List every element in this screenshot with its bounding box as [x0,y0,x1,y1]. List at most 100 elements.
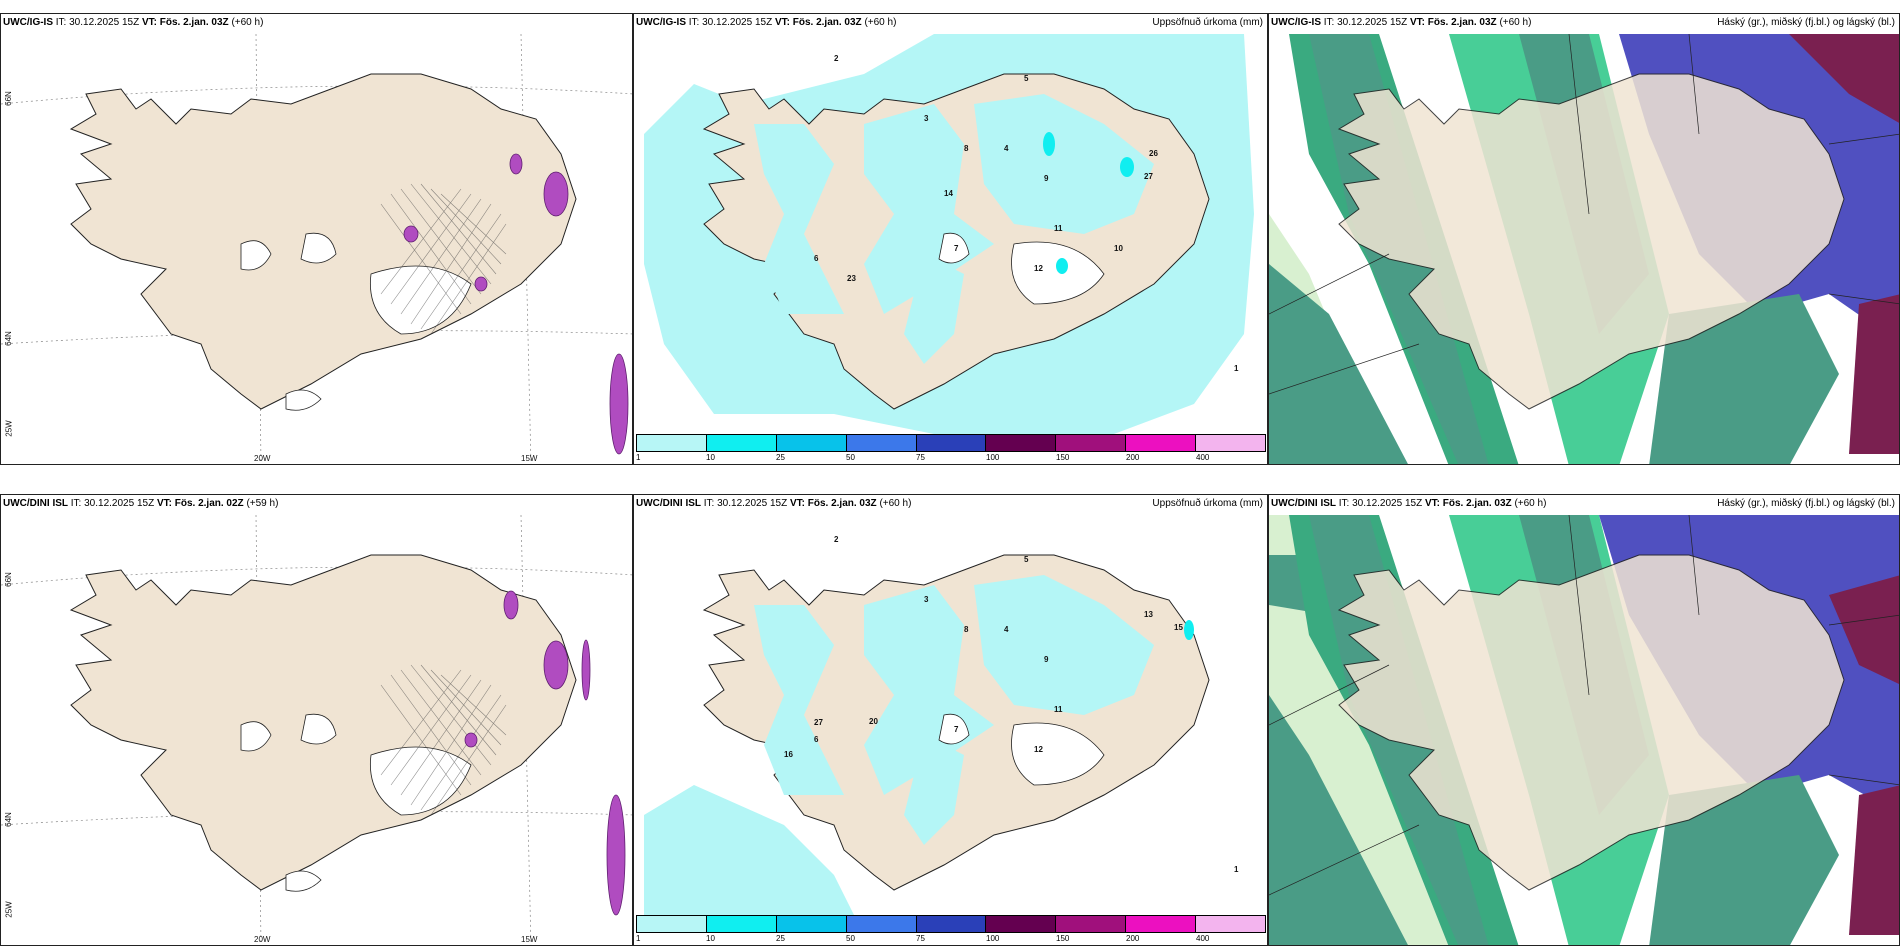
lat-label: 64N [3,331,13,346]
precip-value: 27 [814,718,823,727]
panel-subtitle: Uppsöfnuð úrkoma (mm) [1152,17,1263,28]
lon-label: 20W [254,935,271,944]
colorbar-label: 400 [1196,934,1210,943]
panel-subtitle: Háský (gr.), miðský (fj.bl.) og lágský (… [1717,17,1895,28]
lat-label: 66N [3,91,13,106]
precip-value: 11 [1054,224,1063,233]
lat-label: 64N [3,812,13,827]
colorbar-swatch [1196,435,1266,451]
precip-value: 5 [1024,555,1029,564]
colorbar-swatch [916,435,987,451]
lon-label: 15W [521,935,538,944]
precip-map [644,34,1254,444]
precip-value: 2 [834,535,839,544]
colorbar [636,434,1266,452]
lat-label: 25W [4,420,14,437]
wind-map [1,33,632,464]
precip-value: 4 [1004,144,1009,153]
wind-map [1,514,632,945]
colorbar-swatch [1126,916,1197,932]
precip-value: 15 [1174,623,1183,632]
precip-value: 8 [964,144,969,153]
iceland-land [1337,73,1845,410]
cloud-map [1269,514,1899,945]
precip-value: 8 [964,625,969,634]
colorbar-swatch [986,435,1057,451]
precip-value: 7 [954,244,959,253]
panel-wind-bottom: UWC/DINI ISL IT: 30.12.2025 15Z VT: Fös.… [0,494,633,946]
precip-value: 26 [1149,149,1158,158]
precip-value: 7 [954,725,959,734]
colorbar-swatch [986,916,1057,932]
precip-map [644,554,1210,920]
colorbar-label: 10 [706,453,715,462]
panel-header: UWC/IG-IS IT: 30.12.2025 15Z VT: Fös. 2.… [636,17,897,28]
colorbar-label: 25 [776,934,785,943]
colorbar-swatch [1196,916,1266,932]
colorbar-label: 1 [636,934,641,943]
colorbar-swatch [706,916,777,932]
precip-value: 13 [1144,610,1153,619]
panel-precip-top: UWC/IG-IS IT: 30.12.2025 15Z VT: Fös. 2.… [633,13,1268,465]
precip-value: 2 [834,54,839,63]
panel-cloud-bottom: UWC/DINI ISL IT: 30.12.2025 15Z VT: Fös.… [1268,494,1900,946]
colorbar-swatch [776,435,847,451]
lat-label: 66N [3,572,13,587]
precip-value: 12 [1034,264,1043,273]
lon-label: 20W [254,454,271,463]
panel-cloud-top: UWC/IG-IS IT: 30.12.2025 15Z VT: Fös. 2.… [1268,13,1900,465]
colorbar-label: 50 [846,934,855,943]
precip-value: 3 [924,595,929,604]
panel-header: UWC/IG-IS IT: 30.12.2025 15Z VT: Fös. 2.… [3,17,264,28]
panel-subtitle: Uppsöfnuð úrkoma (mm) [1152,498,1263,509]
panel-subtitle: Háský (gr.), miðský (fj.bl.) og lágský (… [1717,498,1895,509]
panel-header: UWC/DINI ISL IT: 30.12.2025 15Z VT: Fös.… [3,498,279,509]
colorbar-label: 25 [776,453,785,462]
lon-label: 15W [521,454,538,463]
precip-value: 10 [1114,244,1123,253]
colorbar-label: 75 [916,934,925,943]
precip-value: 14 [944,189,953,198]
colorbar-label: 10 [706,934,715,943]
colorbar-label: 75 [916,453,925,462]
precip-value: 27 [1144,172,1153,181]
colorbar-label: 200 [1126,934,1140,943]
colorbar-label: 50 [846,453,855,462]
precip-value: 16 [784,750,793,759]
colorbar-label: 1 [636,453,641,462]
panel-header: UWC/IG-IS IT: 30.12.2025 15Z VT: Fös. 2.… [1271,17,1532,28]
colorbar-swatch [776,916,847,932]
colorbar-label: 150 [1056,453,1070,462]
colorbar-label: 200 [1126,453,1140,462]
colorbar-swatch [706,435,777,451]
panel-header: UWC/DINI ISL IT: 30.12.2025 15Z VT: Fös.… [636,498,912,509]
precip-value: 3 [924,114,929,123]
precip-value: 6 [814,254,819,263]
precip-value: 1 [1234,865,1239,874]
precip-value: 11 [1054,705,1063,714]
precip-value: 4 [1004,625,1009,634]
colorbar-swatch [1126,435,1197,451]
colorbar-swatch [846,916,917,932]
precip-value: 5 [1024,74,1029,83]
precip-value: 6 [814,735,819,744]
precip-value: 12 [1034,745,1043,754]
colorbar-swatch [1056,916,1127,932]
colorbar [636,915,1266,933]
precip-value: 1 [1234,364,1239,373]
cloud-map [1269,33,1899,464]
colorbar-swatch [916,916,987,932]
precip-value: 23 [847,274,856,283]
precip-value: 9 [1044,655,1049,664]
precip-value: 20 [869,717,878,726]
lat-label: 25W [4,901,14,918]
iceland-land [1337,554,1845,891]
precip-value: 9 [1044,174,1049,183]
panel-header: UWC/DINI ISL IT: 30.12.2025 15Z VT: Fös.… [1271,498,1547,509]
panel-wind-top: UWC/IG-IS IT: 30.12.2025 15Z VT: Fös. 2.… [0,13,633,465]
colorbar-label: 100 [986,934,1000,943]
colorbar-swatch [637,916,707,932]
colorbar-swatch [637,435,707,451]
panel-precip-bottom: UWC/DINI ISL IT: 30.12.2025 15Z VT: Fös.… [633,494,1268,946]
colorbar-label: 100 [986,453,1000,462]
